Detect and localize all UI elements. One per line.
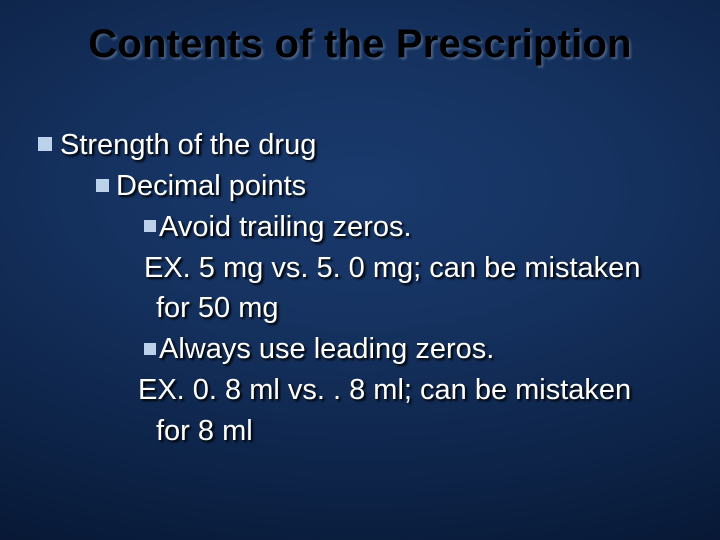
text-continuation: for 8 ml — [156, 412, 690, 451]
text-continuation: EX. 0. 8 ml vs. . 8 ml; can be mistaken — [138, 371, 690, 410]
bullet-level1: Strength of the drug — [38, 126, 690, 165]
text-ex2a: EX. 0. 8 ml vs. . 8 ml; can be mistaken — [138, 374, 631, 406]
text-continuation: for 50 mg — [156, 289, 690, 328]
text-ex2b: for 8 ml — [156, 415, 253, 447]
text-ex1a: EX. 5 mg vs. 5. 0 mg; can be mistaken — [144, 252, 640, 284]
square-bullet-icon — [144, 343, 156, 355]
square-bullet-icon — [38, 137, 52, 151]
text-strength: Strength of the drug — [60, 129, 316, 161]
text-always: Always use leading zeros. — [159, 333, 494, 365]
text-continuation: EX. 5 mg vs. 5. 0 mg; can be mistaken — [144, 249, 690, 288]
bullet-level3: Always use leading zeros. — [144, 330, 690, 369]
square-bullet-icon — [144, 220, 156, 232]
slide-body: Strength of the drug Decimal points Avoi… — [38, 126, 690, 451]
bullet-level2: Decimal points — [96, 167, 690, 206]
square-bullet-icon — [96, 179, 109, 192]
text-ex1b: for 50 mg — [156, 292, 279, 324]
slide-title: Contents of the Prescription — [0, 22, 720, 67]
bullet-level3: Avoid trailing zeros. — [144, 208, 690, 247]
text-decimal: Decimal points — [116, 170, 306, 202]
text-avoid: Avoid trailing zeros. — [159, 211, 412, 243]
